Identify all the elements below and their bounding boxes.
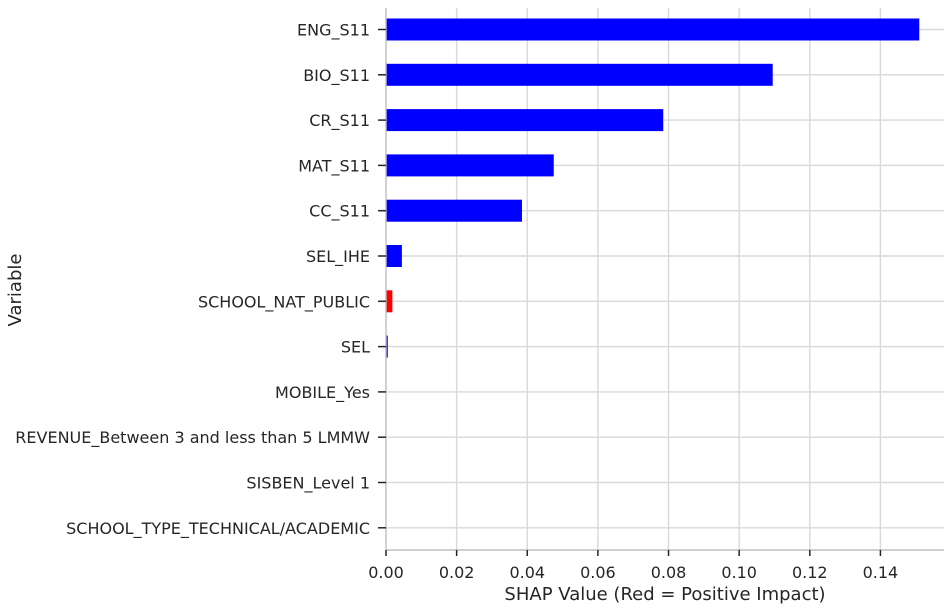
y-ticks: ENG_S11 BIO_S11 CR_S11 MAT_S11 CC_S11 SEL_IHE…	[15, 21, 386, 539]
x-tick-label: 0.12	[792, 563, 828, 582]
y-tick-label: SEL	[341, 338, 370, 357]
y-axis-label: Variable	[5, 254, 26, 327]
x-tick-label: 0.04	[509, 563, 545, 582]
x-tick-label: 0.14	[863, 563, 899, 582]
y-tick-label: MAT_S11	[298, 156, 370, 176]
y-tick-label: ENG_S11	[297, 21, 370, 41]
y-tick-label: REVENUE_Between 3 and less than 5 LMMW	[15, 428, 370, 448]
y-tick-label: CC_S11	[309, 202, 370, 222]
bars	[386, 18, 920, 358]
y-tick-label: SEL_IHE	[306, 247, 370, 267]
bar	[386, 109, 664, 132]
x-tick-label: 0.00	[368, 563, 404, 582]
axes	[385, 8, 944, 551]
y-tick-label: SCHOOL_TYPE_TECHNICAL/ACADEMIC	[66, 519, 370, 539]
y-tick-label: CR_S11	[309, 111, 370, 131]
x-tick-label: 0.10	[721, 563, 757, 582]
x-ticks: 0.00 0.02 0.04 0.06 0.08 0.10 0.12 0.14	[368, 550, 898, 582]
bar	[386, 290, 393, 313]
bar	[386, 63, 773, 86]
bar	[386, 199, 522, 222]
bar	[386, 18, 920, 41]
y-tick-label: BIO_S11	[303, 66, 370, 86]
y-tick-label: SCHOOL_NAT_PUBLIC	[198, 292, 370, 312]
bar	[386, 335, 388, 358]
grid	[386, 8, 944, 550]
bar	[386, 245, 402, 267]
bar	[386, 154, 554, 177]
x-tick-label: 0.02	[439, 563, 475, 582]
x-tick-label: 0.08	[651, 563, 687, 582]
y-tick-label: SISBEN_Level 1	[246, 474, 370, 494]
x-tick-label: 0.06	[580, 563, 616, 582]
y-tick-label: MOBILE_Yes	[275, 383, 370, 403]
x-axis-label: SHAP Value (Red = Positive Impact)	[504, 584, 825, 605]
